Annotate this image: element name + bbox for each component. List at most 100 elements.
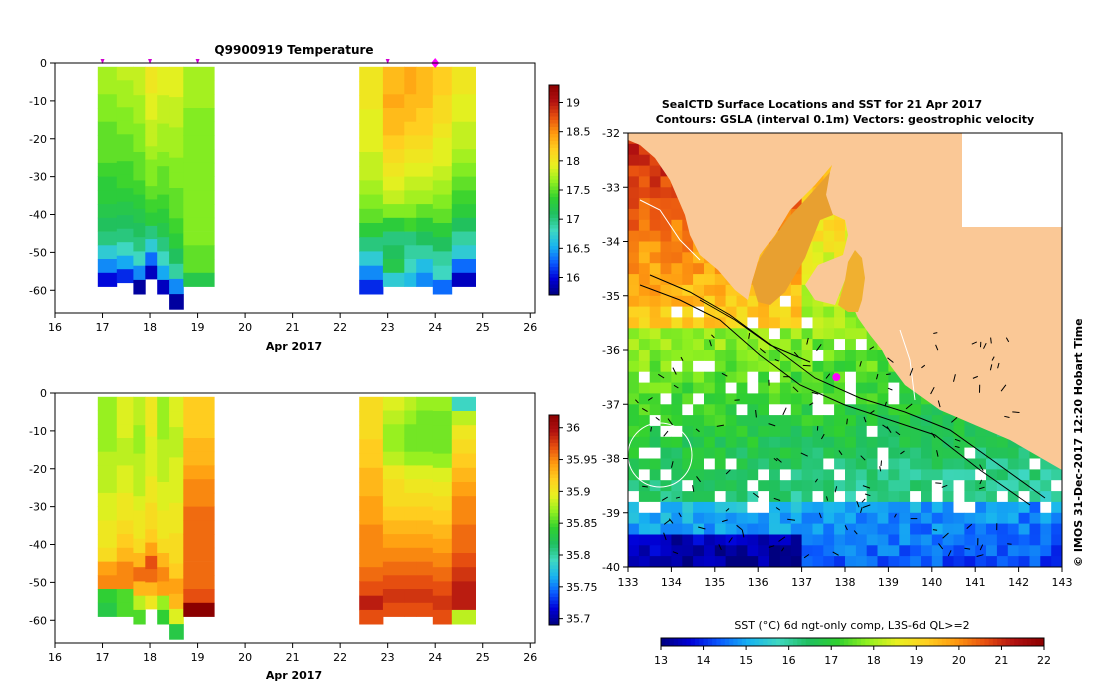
sst-pixel: [790, 284, 803, 297]
sst-pixel: [1040, 512, 1052, 525]
sst-pixel: [649, 371, 661, 383]
sst-pixel: [704, 371, 716, 383]
heatmap-cell: [382, 465, 405, 480]
heatmap-cell: [183, 451, 215, 466]
sst-pixel: [975, 458, 987, 470]
sst-pixel: [834, 556, 846, 567]
sst-pixel: [823, 556, 835, 567]
sst-pixel: [866, 458, 878, 470]
velocity-vector: [938, 543, 944, 550]
sst-colorbar-label: 13: [654, 654, 668, 667]
heatmap-cell: [157, 453, 170, 469]
heatmap-cell: [382, 602, 405, 617]
sst-pixel: [834, 339, 846, 351]
sst-pixel: [801, 328, 813, 340]
sst-pixel: [899, 382, 911, 394]
sst-pixel: [714, 545, 727, 557]
sst-pixel: [953, 523, 965, 535]
sst-pixel: [986, 523, 998, 535]
sst-pixel: [747, 371, 759, 383]
sst-pixel: [975, 534, 987, 546]
sst-pixel: [628, 208, 640, 221]
heatmap-cell: [169, 294, 184, 310]
sst-pixel: [725, 371, 737, 383]
heatmap-cell: [432, 553, 453, 568]
heatmap-cell: [404, 575, 417, 590]
sst-pixel: [736, 545, 748, 557]
sst-colorbar-segment: [941, 638, 947, 646]
sst-pixel: [660, 263, 672, 275]
sst-pixel: [758, 425, 770, 438]
sst-pixel: [682, 382, 694, 394]
sst-pixel: [888, 447, 900, 459]
heatmap-cell: [97, 190, 118, 205]
sst-pixel: [628, 328, 640, 340]
colorbar-segment: [549, 148, 559, 152]
sst-pixel: [866, 523, 878, 535]
heatmap-cell: [97, 204, 118, 219]
sst-pixel: [823, 252, 835, 264]
heatmap-cell: [157, 595, 170, 611]
velocity-vector: [672, 551, 679, 555]
sst-pixel: [704, 545, 716, 557]
heatmap-cell: [116, 575, 134, 590]
sst-colorbar-label: 18: [867, 654, 881, 667]
sst-pixel: [866, 480, 878, 492]
sst-pixel: [638, 425, 651, 438]
heatmap-cell: [116, 534, 134, 549]
heatmap-cell: [97, 135, 118, 150]
colorbar-segment: [549, 439, 559, 444]
sst-pixel: [649, 491, 661, 503]
colorbar-segment: [549, 453, 559, 458]
sst-pixel: [964, 458, 976, 470]
temperature-x-label: Apr 2017: [266, 340, 322, 353]
sst-pixel: [855, 360, 868, 373]
x-tick-label: 19: [191, 321, 205, 334]
sst-pixel: [823, 469, 835, 481]
heatmap-cell: [416, 465, 434, 480]
heatmap-cell: [116, 410, 134, 425]
sst-pixel: [845, 512, 857, 525]
sst-pixel: [704, 556, 716, 567]
sst-pixel: [638, 252, 651, 264]
sst-colorbar-segment: [699, 638, 705, 646]
sst-pixel: [779, 328, 792, 340]
heatmap-cell: [359, 279, 384, 295]
sst-pixel: [671, 317, 683, 329]
sst-pixel: [649, 317, 661, 329]
sst-pixel: [704, 447, 716, 459]
sst-pixel: [704, 350, 716, 362]
heatmap-cell: [451, 121, 476, 136]
sst-pixel: [801, 523, 813, 535]
sst-colorbar: 13 14 15 16 17 18 19 20 21 22: [654, 637, 1051, 667]
sst-pixel: [649, 339, 661, 351]
sst-pixel: [758, 393, 770, 405]
sst-pixel: [779, 371, 792, 383]
sst-pixel: [660, 491, 672, 503]
colorbar-segment: [549, 183, 559, 187]
heatmap-cell: [404, 438, 417, 453]
sst-pixel: [790, 415, 803, 427]
sst-pixel: [834, 328, 846, 340]
colorbar-segment: [549, 228, 559, 233]
heatmap-cell: [97, 66, 118, 81]
sst-pixel: [877, 404, 889, 416]
sst-pixel: [801, 469, 813, 481]
heatmap-cell: [157, 609, 170, 625]
sst-pixel: [855, 534, 868, 546]
heatmap-cell: [183, 424, 215, 439]
sst-pixel: [975, 469, 987, 481]
sst-pixel: [855, 393, 868, 405]
sst-colorbar-segment: [712, 638, 717, 646]
sst-colorbar-segment: [992, 638, 998, 646]
sst-pixel: [823, 415, 835, 427]
sst-pixel: [725, 556, 737, 567]
heatmap-cell: [183, 465, 215, 480]
sst-pixel: [747, 458, 759, 470]
sst-pixel: [628, 501, 640, 514]
sst-pixel: [682, 512, 694, 525]
velocity-vector: [803, 554, 810, 559]
sst-pixel: [855, 447, 868, 459]
colorbar-segment: [549, 551, 559, 556]
velocity-vector: [921, 364, 926, 369]
